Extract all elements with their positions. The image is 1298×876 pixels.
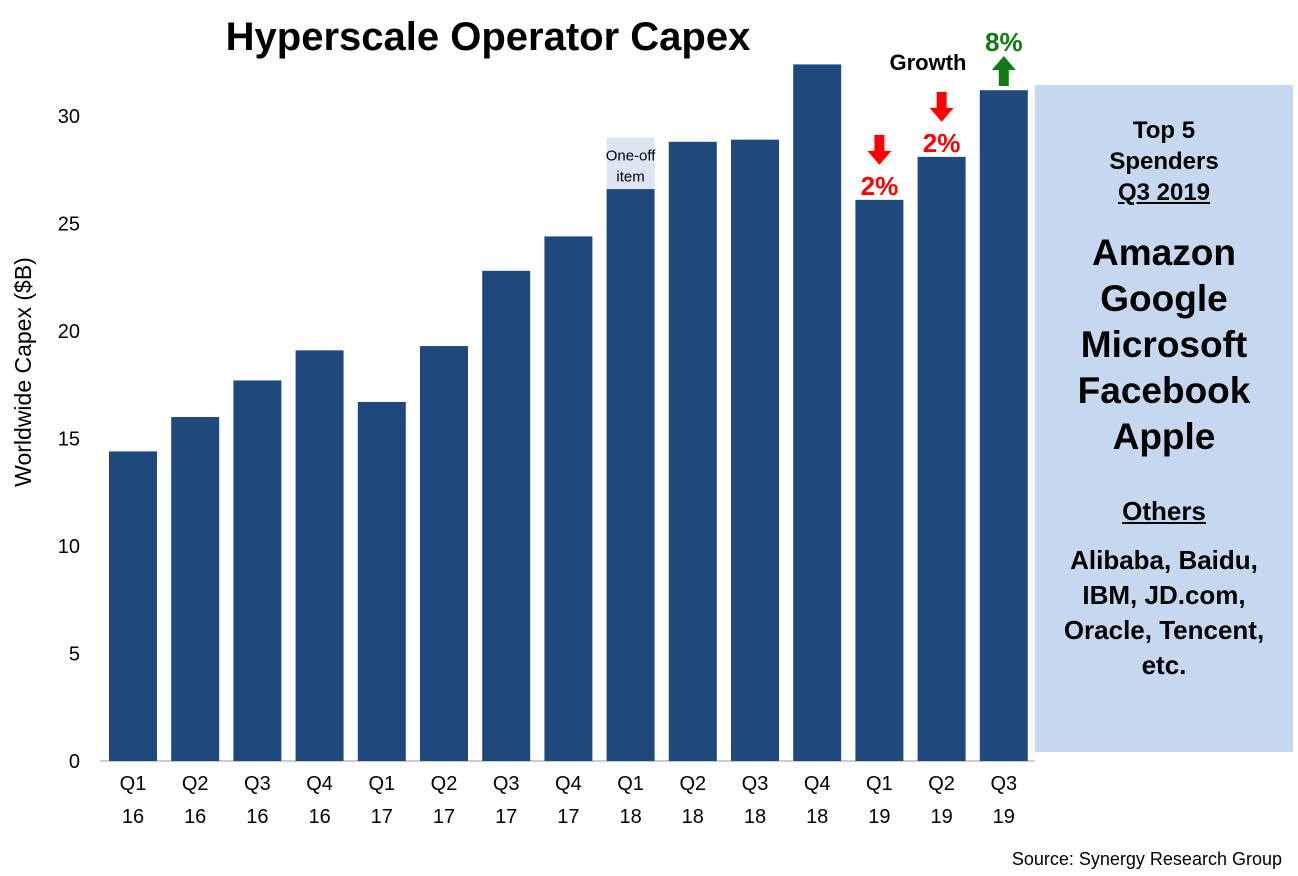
spender-2: Google (1100, 278, 1228, 319)
arrow-down-icon (929, 91, 954, 122)
y-tick-label: 10 (58, 536, 80, 558)
x-tick-label: Q4 (804, 773, 831, 795)
x-tick-label: Q4 (306, 773, 333, 795)
x-tick-label: Q3 (742, 773, 769, 795)
bar (793, 64, 842, 761)
bar (357, 401, 406, 761)
x-tick-label: 19 (930, 806, 952, 828)
y-tick-label: 20 (58, 321, 80, 343)
bar (482, 270, 531, 761)
bar (606, 189, 655, 762)
bar (979, 90, 1028, 761)
y-tick-label: 0 (69, 751, 80, 773)
x-tick-label: 16 (246, 806, 268, 828)
others-2: IBM, JD.com, (1082, 580, 1246, 610)
spender-4: Facebook (1077, 370, 1251, 411)
one-off-label: One-off (606, 148, 657, 165)
growth-label: Growth (890, 50, 967, 75)
x-tick-label: Q2 (679, 773, 706, 795)
x-tick-label: Q3 (244, 773, 271, 795)
x-tick-label: Q2 (182, 773, 209, 795)
source-note: Source: Synergy Research Group (1012, 849, 1282, 869)
others-1: Alibaba, Baidu, (1070, 545, 1258, 575)
bar (109, 451, 157, 761)
bar (233, 380, 282, 761)
growth-value: 2% (861, 171, 899, 201)
arrow-down-icon (867, 134, 892, 165)
y-axis-label: Worldwide Capex ($B) (10, 257, 36, 487)
x-tick-label: 17 (371, 806, 393, 828)
chart-title: Hyperscale Operator Capex (226, 15, 751, 59)
x-tick-label: 18 (806, 806, 828, 828)
panel-heading-1: Top 5 (1132, 117, 1196, 144)
x-tick-label: Q1 (120, 773, 147, 795)
panel-period: Q3 2019 (1117, 179, 1211, 206)
panel-heading-2: Spenders (1109, 148, 1219, 175)
bar (295, 350, 344, 761)
x-tick-label: Q4 (555, 773, 582, 795)
bar (544, 236, 593, 761)
x-tick-label: Q3 (990, 773, 1017, 795)
x-tick-label: 19 (993, 806, 1015, 828)
one-off-segment (606, 137, 655, 190)
x-tick-label: Q1 (617, 773, 644, 795)
others-heading: Others (1122, 496, 1206, 526)
spender-1: Amazon (1092, 232, 1236, 273)
arrow-up-icon (991, 56, 1016, 86)
x-tick-label: 17 (495, 806, 517, 828)
y-tick-label: 30 (58, 106, 80, 128)
x-tick-label: 16 (122, 806, 144, 828)
x-tick-label: Q2 (928, 773, 955, 795)
growth-value: 2% (923, 128, 961, 158)
top-spenders-panel: Top 5 Spenders Q3 2019 Amazon Google Mic… (1035, 85, 1293, 752)
x-tick-label: 18 (744, 806, 766, 828)
x-tick-label: Q3 (493, 773, 520, 795)
spender-3: Microsoft (1080, 324, 1248, 365)
bar (420, 346, 468, 761)
others-3: Oracle, Tencent, (1063, 615, 1265, 645)
y-tick-label: 5 (69, 644, 80, 666)
x-tick-label: 18 (619, 806, 641, 828)
spender-5: Apple (1112, 416, 1216, 457)
x-tick-label: 18 (682, 806, 704, 828)
x-tick-label: 17 (433, 806, 455, 828)
x-tick-label: 16 (184, 806, 206, 828)
growth-value: 8% (985, 27, 1023, 57)
others-4: etc. (1141, 650, 1187, 680)
x-tick-label: Q2 (431, 773, 458, 795)
bar (855, 199, 904, 762)
x-tick-label: Q1 (368, 773, 395, 795)
y-tick-label: 15 (58, 429, 80, 451)
bar (668, 141, 717, 762)
bar (171, 417, 220, 761)
one-off-label: item (616, 169, 644, 186)
x-tick-label: 19 (868, 806, 890, 828)
bar (917, 156, 966, 762)
x-tick-label: 17 (557, 806, 579, 828)
bar (731, 139, 779, 761)
x-tick-label: Q1 (866, 773, 893, 795)
y-tick-label: 25 (58, 214, 80, 236)
x-tick-label: 16 (308, 806, 330, 828)
